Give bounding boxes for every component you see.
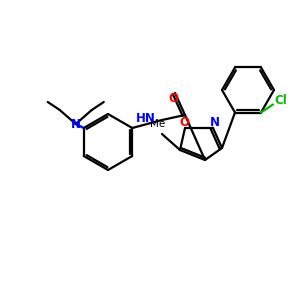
Text: Me: Me [150,119,166,129]
Text: O: O [168,92,178,104]
Text: N: N [71,118,81,130]
Text: Cl: Cl [274,94,287,107]
Text: N: N [210,116,220,128]
Text: HN: HN [136,112,156,124]
Text: O: O [179,116,189,130]
